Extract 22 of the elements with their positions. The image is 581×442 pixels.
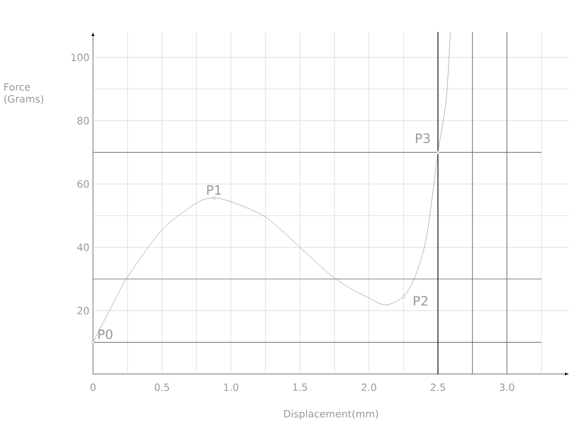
annotation: P0 — [98, 329, 112, 340]
x-tick-label: 2.0 — [362, 383, 376, 392]
y-tick-label: 60 — [78, 180, 89, 188]
x-axis-title: Displacement(mm) — [284, 410, 378, 420]
point — [436, 150, 440, 154]
y-tick-label: 100 — [72, 54, 89, 62]
x-tick-label: 0.5 — [154, 383, 170, 392]
point — [212, 196, 216, 200]
y-axis-title: Force (Grams) — [4, 83, 44, 104]
point — [92, 340, 94, 344]
annotation: P3 — [416, 133, 430, 144]
y-tick-label: 40 — [77, 244, 89, 252]
y-tick-label: 20 — [78, 306, 89, 314]
point — [402, 295, 405, 298]
x-tick-label: 0 — [90, 383, 96, 392]
x-tick-label: 3.0 — [500, 383, 514, 392]
x-tick-label: 1.5 — [293, 383, 308, 391]
annotation: P2 — [414, 296, 428, 306]
x-tick-label: 1.0 — [224, 383, 238, 392]
annotation: P1 — [207, 185, 221, 195]
x-tick-label: 2.5 — [430, 383, 445, 392]
y-tick-label: 80 — [77, 116, 89, 124]
